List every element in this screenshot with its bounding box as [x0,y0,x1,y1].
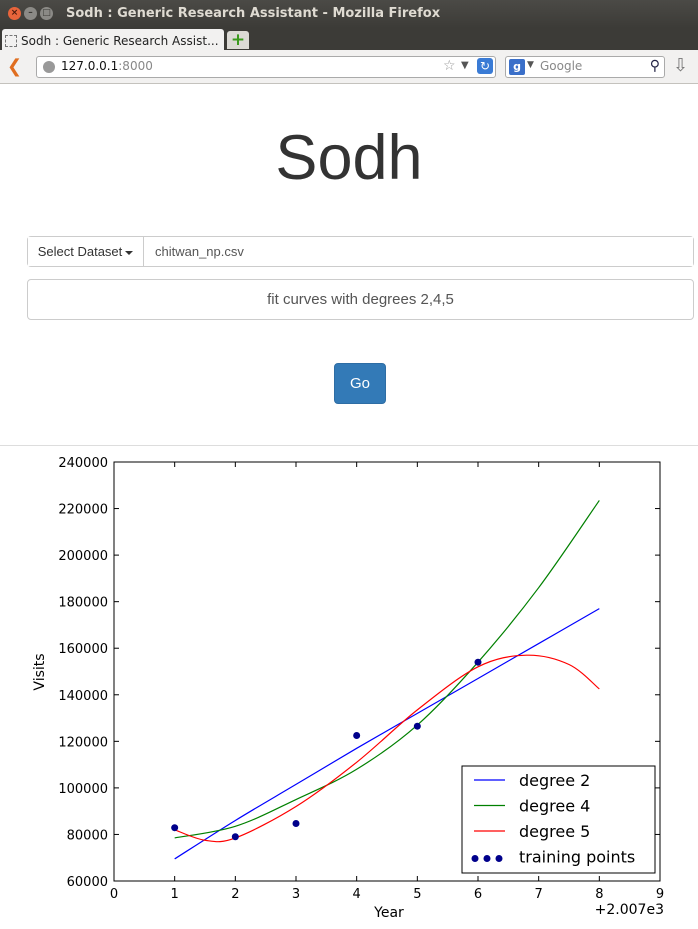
legend-label: degree 5 [519,822,590,841]
y-tick-label: 60000 [67,875,108,890]
x-tick-label: 9 [656,887,664,902]
x-tick-label: 8 [595,887,603,902]
title-bar: × – □ Sodh : Generic Research Assistant … [0,0,698,28]
curve-fit-chart: 0 1 2 3 4 5 6 7 8 9 60000 80000 100000 120000 140000 16… [32,456,664,921]
plot-frame [113,461,661,882]
x-tick-label: 5 [413,887,421,902]
search-bar[interactable]: g ▼ Google ⚲ [505,56,665,78]
bookmark-star-icon[interactable]: ☆ [443,58,456,74]
download-icon[interactable]: ⇩ [673,55,689,76]
x-tick-label: 3 [292,887,300,902]
legend-box [461,765,656,874]
tab-label: Sodh : Generic Research Assist... [21,33,219,48]
tab-strip: Sodh : Generic Research Assist... + [0,28,698,50]
select-dataset-label: Select Dataset [37,244,123,259]
y-tick-label: 240000 [58,456,108,471]
history-dropdown-icon[interactable]: ▼ [461,60,469,71]
x-tick-label: 0 [110,887,118,902]
series-line-degree-4 [174,500,600,839]
y-tick-label: 160000 [58,642,108,657]
url-bar[interactable]: 127.0.0.1:8000 ☆ ▼ ↻ [36,56,496,78]
chart-ticks: 0 1 2 3 4 5 6 7 8 9 60000 80000 100000 120000 140000 16… [58,456,664,902]
y-tick-label: 120000 [58,735,108,750]
series-line-degree-2 [174,608,600,860]
x-tick-label: 4 [353,887,361,902]
series-line-degree-5 [174,654,600,843]
x-tick-label: 7 [535,887,543,902]
google-engine-icon[interactable]: g [509,59,525,75]
legend-label: degree 4 [519,797,590,816]
y-tick-label: 140000 [58,689,108,704]
engine-dropdown-icon[interactable]: ▼ [527,60,534,70]
legend-point [471,855,479,862]
search-icon[interactable]: ⚲ [649,58,660,74]
reload-icon[interactable]: ↻ [477,58,493,74]
dataset-selector: Select Dataset [27,236,694,267]
y-tick-label: 220000 [58,503,108,518]
legend-label: training points [519,848,635,867]
y-tick-label: 200000 [58,549,108,564]
training-point [292,820,300,828]
legend-point [483,855,491,862]
new-tab-button[interactable]: + [227,31,249,49]
page-favicon-icon [5,34,17,47]
back-button[interactable]: ❮ [7,56,23,77]
select-dataset-button[interactable]: Select Dataset [28,237,144,266]
minimize-window-icon[interactable]: – [24,7,37,20]
chart-lines [174,500,600,860]
url-port: :8000 [118,59,153,73]
maximize-window-icon[interactable]: □ [40,7,53,20]
x-tick-label: 1 [171,887,179,902]
dataset-input[interactable] [144,237,693,266]
chart-points [171,658,482,841]
legend-label: degree 2 [519,771,590,790]
tab-sodh[interactable]: Sodh : Generic Research Assist... [2,29,224,50]
training-point [231,833,239,841]
y-tick-label: 80000 [67,828,108,843]
training-point [474,658,482,666]
training-point [413,722,421,730]
y-tick-label: 100000 [58,782,108,797]
divider [0,445,698,446]
legend-point [495,855,503,862]
chart-legend: degree 2 degree 4 degree 5 training points [461,765,656,874]
url-host: 127.0.0.1 [61,59,119,73]
site-identity-icon[interactable] [43,61,55,73]
training-point [353,732,361,740]
page-title: Sodh [275,123,423,193]
close-window-icon[interactable]: × [8,7,21,20]
training-point [171,824,179,832]
go-button[interactable]: Go [334,363,386,404]
query-input[interactable] [27,279,694,320]
x-offset-label: +2.007e3 [595,902,664,918]
y-tick-label: 180000 [58,596,108,611]
x-tick-label: 2 [231,887,239,902]
y-axis-label: Visits [32,653,48,690]
caret-down-icon [125,250,134,255]
navigation-bar: ❮ 127.0.0.1:8000 ☆ ▼ ↻ g ▼ Google ⚲ ⇩ [0,50,698,84]
search-placeholder: Google [540,59,583,73]
window-title: Sodh : Generic Research Assistant - Mozi… [66,6,441,21]
x-tick-label: 6 [474,887,482,902]
x-axis-label: Year [373,905,404,921]
